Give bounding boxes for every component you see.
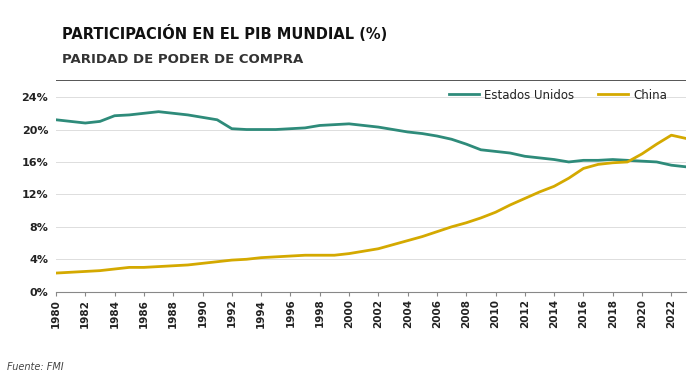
Text: Fuente: FMI: Fuente: FMI [7,362,64,372]
Estados Unidos [521,154,529,159]
Estados Unidos [565,160,573,164]
Estados Unidos [155,110,163,114]
Estados Unidos [228,126,236,131]
China [638,151,646,156]
China [272,255,280,259]
Estados Unidos [345,122,354,126]
Estados Unidos [374,125,382,129]
Estados Unidos [81,121,90,125]
China [301,253,309,257]
China [565,176,573,180]
China [389,242,397,247]
China [374,246,382,251]
Estados Unidos [140,111,148,116]
China [594,162,602,167]
Estados Unidos [491,149,500,154]
China [213,260,221,264]
China [125,265,134,270]
Estados Unidos [330,122,339,127]
Estados Unidos [418,131,426,136]
Estados Unidos [213,117,221,122]
China [491,210,500,214]
Estados Unidos [111,113,119,118]
China [682,136,690,141]
Estados Unidos [667,163,676,168]
China [345,251,354,256]
China [403,238,412,243]
China [667,133,676,137]
China [623,160,631,164]
China [433,230,441,234]
China [228,258,236,262]
Estados Unidos [462,142,470,146]
China [52,271,60,275]
China [286,254,295,258]
Estados Unidos [257,127,265,132]
China [536,190,544,194]
Estados Unidos [301,126,309,130]
Estados Unidos [433,134,441,138]
Estados Unidos [682,165,690,169]
Estados Unidos [594,158,602,163]
China [360,249,368,254]
Estados Unidos [638,159,646,163]
Estados Unidos [403,130,412,134]
Estados Unidos [198,115,206,120]
Line: Estados Unidos: Estados Unidos [56,112,686,167]
Estados Unidos [652,160,661,164]
Legend: Estados Unidos, China: Estados Unidos, China [449,89,668,102]
China [652,142,661,146]
Estados Unidos [447,137,456,141]
China [477,216,485,220]
Estados Unidos [66,119,75,124]
China [198,261,206,266]
Estados Unidos [506,151,514,155]
Estados Unidos [242,127,251,132]
China [506,203,514,207]
China [155,264,163,269]
China [418,234,426,239]
China [550,184,559,188]
Estados Unidos [360,123,368,128]
Estados Unidos [96,119,104,124]
China [111,267,119,271]
Estados Unidos [286,126,295,131]
China [140,265,148,270]
Estados Unidos [550,157,559,162]
Estados Unidos [272,127,280,132]
Estados Unidos [125,113,134,117]
China [96,269,104,273]
Estados Unidos [536,156,544,160]
China [447,225,456,229]
China [183,263,192,267]
China [462,221,470,225]
China [579,166,587,171]
China [81,269,90,274]
Text: PARIDAD DE PODER DE COMPRA: PARIDAD DE PODER DE COMPRA [62,53,304,66]
Estados Unidos [316,123,324,128]
China [169,264,177,268]
China [257,255,265,260]
Estados Unidos [623,158,631,163]
Estados Unidos [389,127,397,132]
Estados Unidos [183,113,192,117]
Estados Unidos [169,111,177,116]
Estados Unidos [477,148,485,152]
China [242,257,251,261]
China [608,160,617,165]
China [66,270,75,275]
Text: PARTICIPACIÓN EN EL PIB MUNDIAL (%): PARTICIPACIÓN EN EL PIB MUNDIAL (%) [62,25,388,42]
Line: China: China [56,135,686,273]
China [316,253,324,257]
Estados Unidos [52,117,60,122]
China [330,253,339,257]
China [521,196,529,201]
Estados Unidos [579,158,587,163]
Estados Unidos [608,157,617,162]
